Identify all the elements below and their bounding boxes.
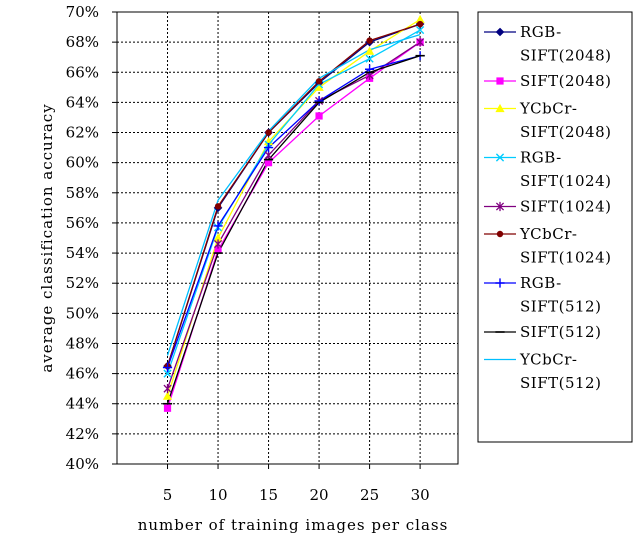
y-tick-label: 64% [66, 93, 99, 111]
y-tick-label: 70% [66, 3, 99, 21]
x-tick-label: 30 [411, 486, 430, 504]
legend-label: SIFT(1024) [520, 249, 612, 267]
legend-swatch-marker [495, 103, 505, 113]
legend-label: SIFT(2048) [520, 123, 612, 141]
y-tick-label: 58% [66, 184, 99, 202]
y-tick-label: 42% [66, 425, 99, 443]
legend-swatch-marker [496, 77, 504, 85]
legend-box [477, 11, 633, 443]
x-tick-label: 10 [208, 486, 227, 504]
legend-label: RGB- [520, 274, 562, 292]
data-point [163, 369, 172, 378]
data-point [364, 46, 375, 55]
data-point [415, 14, 425, 24]
y-tick-label: 56% [66, 214, 99, 232]
data-point [214, 203, 222, 210]
legend-label: SIFT(512) [520, 298, 601, 316]
legend-label: SIFT(1024) [520, 172, 612, 190]
legend-swatch-marker [495, 201, 505, 212]
x-tick-label: 15 [259, 486, 278, 504]
legend-entry: YCbCr- SIFT(2048) [484, 100, 612, 141]
legend-entry: YCbCr- SIFT(1024) [484, 225, 612, 267]
legend-swatch-marker [495, 27, 505, 37]
y-tick-label: 44% [66, 395, 99, 413]
data-point [163, 384, 172, 394]
series-line [166, 33, 421, 356]
legend-label: SIFT(2048) [520, 47, 612, 65]
data-point [315, 112, 323, 120]
legend-entry: RGB- SIFT(1024) [484, 149, 612, 190]
series-line [166, 23, 421, 367]
data-point [213, 233, 223, 242]
y-tick-label: 50% [66, 304, 99, 322]
legend-entry: SIFT(512) [484, 323, 601, 341]
y-tick-label: 40% [66, 455, 99, 473]
legend-label: SIFT(512) [520, 374, 601, 392]
x-tick-label: 25 [360, 486, 379, 504]
legend-entry: SIFT(1024) [484, 198, 612, 216]
data-point [314, 96, 324, 106]
legend-swatch-marker [495, 278, 505, 288]
y-tick-label: 54% [66, 244, 99, 262]
legend-label: SIFT(1024) [520, 198, 612, 216]
y-tick-label: 66% [66, 63, 99, 81]
series-lines [166, 18, 421, 409]
y-axis-title: average classification accuracy [38, 103, 56, 372]
grid [112, 11, 458, 469]
legend-label: YCbCr- [519, 351, 577, 369]
series-line [166, 55, 421, 404]
x-tick-label: 5 [163, 486, 173, 504]
x-axis-title: number of training images per class [138, 516, 449, 534]
legend-entry: YCbCr- SIFT(512) [484, 351, 601, 392]
legend-label: YCbCr- [519, 225, 577, 243]
data-point [213, 221, 223, 231]
y-tick-labels: 40% 42% 44% 46% 48% 50% 52% 54% 56% 58% 60% 62% 64% 6… [66, 3, 99, 473]
data-point [264, 159, 273, 167]
series-line [166, 41, 421, 389]
legend-label: SIFT(512) [520, 323, 601, 341]
series-markers [162, 14, 425, 412]
series-line [166, 23, 421, 367]
data-point [416, 37, 425, 47]
data-point [263, 143, 274, 153]
legend-label: SIFT(2048) [520, 72, 612, 90]
y-tick-label: 62% [66, 124, 99, 142]
data-point [265, 129, 272, 136]
data-point [365, 54, 374, 63]
legend-swatch-marker [496, 230, 504, 238]
y-tick-label: 52% [66, 274, 99, 292]
plot-area-border [116, 11, 459, 465]
data-point [314, 82, 324, 91]
y-tick-label: 48% [66, 334, 99, 352]
legend-entry: SIFT(2048) [484, 72, 612, 90]
legend-swatch-marker [495, 153, 505, 162]
data-point [416, 20, 424, 28]
x-tick-label: 20 [310, 486, 329, 504]
data-point [315, 78, 323, 85]
data-point [366, 37, 373, 44]
legend-entry: RGB- SIFT(2048) [484, 23, 612, 65]
series-line [166, 18, 421, 397]
series-line [166, 29, 421, 374]
y-tick-label: 46% [66, 365, 99, 383]
y-tick-label: 68% [66, 33, 99, 51]
y-tick-label: 60% [66, 154, 99, 172]
data-point [162, 391, 173, 400]
legend: RGB- SIFT(2048) SIFT(2048) YCbCr- SIFT(2048)… [477, 11, 633, 443]
legend-label: RGB- [520, 149, 562, 167]
legend-label: RGB- [520, 23, 562, 41]
series-line [166, 55, 421, 368]
x-tick-labels: 5 10 15 20 25 30 [163, 486, 430, 504]
data-point [416, 25, 425, 35]
series-line [166, 41, 421, 409]
legend-entry: RGB- SIFT(512) [484, 274, 601, 316]
legend-label: YCbCr- [519, 100, 577, 118]
data-point [163, 404, 172, 412]
data-point [214, 246, 222, 254]
data-point [162, 362, 173, 373]
data-point [213, 239, 223, 249]
